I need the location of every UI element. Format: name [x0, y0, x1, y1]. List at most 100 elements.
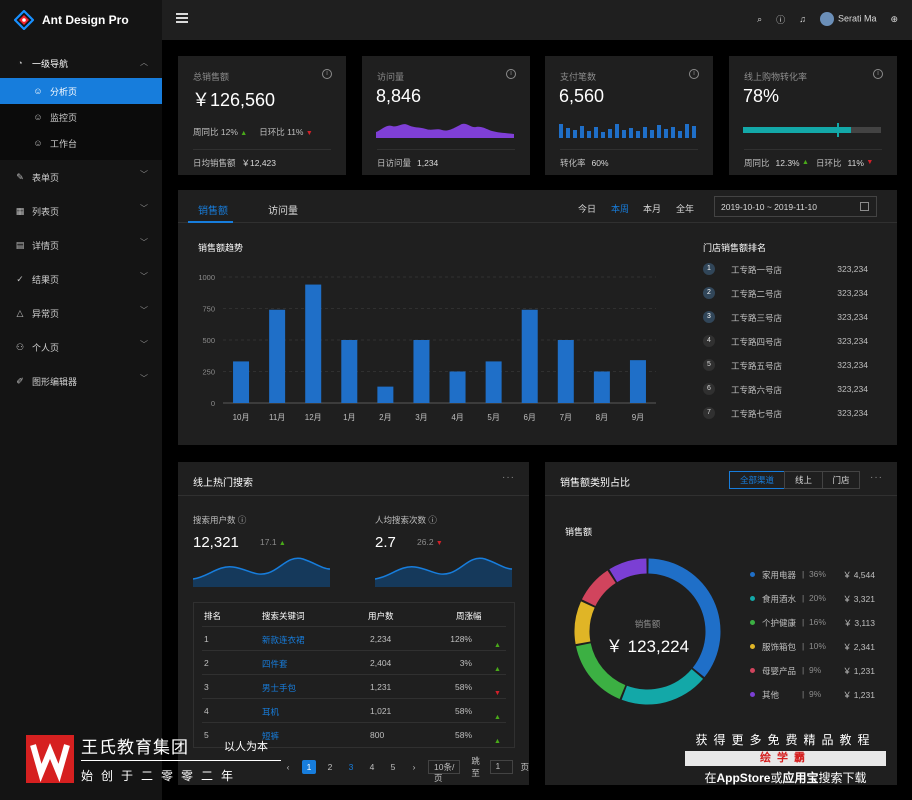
caret-up-icon: ▲ — [802, 159, 809, 166]
menu-item-analysis[interactable]: ☺ 分析页 — [0, 78, 162, 104]
prev-page-icon[interactable]: ‹ — [286, 762, 290, 772]
ellipsis-icon[interactable]: ··· — [502, 472, 515, 483]
segment-online[interactable]: 线上 — [784, 471, 823, 489]
table-row: 3 男士手包 1,231 58% ▼ — [202, 675, 506, 699]
search-icon[interactable]: ⌕ — [757, 13, 763, 24]
jump-label: 跳至 — [471, 756, 480, 778]
menu-item-account[interactable]: ⚇ 个人页 ﹀ — [0, 330, 162, 364]
bell-icon[interactable]: ♫ — [799, 14, 806, 24]
menu-item-monitor[interactable]: ☺ 监控页 — [0, 104, 162, 130]
donut-slice[interactable] — [574, 601, 595, 645]
page-3[interactable]: 3 — [348, 762, 354, 772]
logo[interactable]: Ant Design Pro — [0, 0, 162, 40]
x-tick-label: 7月 — [560, 413, 572, 422]
stat-footer: 日访问量 1,234 — [377, 149, 515, 175]
period-week[interactable]: 本周 — [611, 204, 630, 214]
tab-visits[interactable]: 访问量 — [268, 206, 298, 217]
donut-slice[interactable] — [621, 669, 704, 705]
period-today[interactable]: 今日 — [578, 204, 597, 214]
legend-item[interactable]: 食用酒水 | 20% ￥ 3,321 — [750, 592, 875, 606]
next-page-icon[interactable]: › — [412, 762, 416, 772]
keyword-link[interactable]: 男士手包 — [262, 683, 297, 693]
bar[interactable] — [413, 340, 430, 403]
donut-slice[interactable] — [576, 643, 626, 699]
jump-input[interactable]: 1 — [490, 760, 514, 774]
legend-item[interactable]: 个护健康 | 16% ￥ 3,113 — [750, 616, 875, 630]
avg-value: 2.7 — [375, 534, 396, 551]
period-year[interactable]: 全年 — [676, 204, 695, 214]
segment-store[interactable]: 门店 — [822, 471, 860, 489]
date-range-picker[interactable]: 2019-10-10 ~ 2019-11-10 — [714, 196, 877, 217]
global-icon[interactable]: ⊕ — [890, 13, 898, 24]
menu-item-label: 表单页 — [32, 172, 60, 183]
info-icon[interactable]: i — [873, 69, 883, 79]
search-card: 线上热门搜索 ··· 搜索用户数 ⓘ 12,321 17.1 ▲ 人均搜索次数 … — [178, 462, 529, 785]
info-icon[interactable]: i — [506, 69, 516, 79]
keyword-link[interactable]: 新款连衣裙 — [262, 635, 305, 645]
donut-slice[interactable] — [648, 558, 721, 678]
bar[interactable] — [557, 340, 574, 403]
store-sales: 323,234 — [837, 384, 868, 394]
page-size-select[interactable]: 10条/页 — [428, 760, 461, 783]
bar[interactable] — [629, 360, 646, 403]
segment-all-channels[interactable]: 全部渠道 — [729, 471, 785, 489]
stat-value: 78% — [743, 86, 780, 106]
page-4[interactable]: 4 — [369, 762, 375, 772]
period-month[interactable]: 本月 — [643, 204, 662, 214]
change-cell: 58% — [454, 706, 472, 716]
menu-item-profile[interactable]: ▤ 详情页 ﹀ — [0, 228, 162, 262]
page-1[interactable]: 1 — [302, 760, 316, 774]
keyword-link[interactable]: 耳机 — [262, 707, 280, 717]
legend-item[interactable]: 母婴产品 | 9% ￥ 1,231 — [750, 664, 875, 678]
menu-item-workplace[interactable]: ☺ 工作台 — [0, 130, 162, 156]
keyword-link[interactable]: 短裤 — [262, 731, 280, 741]
donut-slice[interactable] — [609, 558, 647, 583]
x-tick-label: 10月 — [233, 413, 250, 422]
tab-sales[interactable]: 销售额 — [198, 206, 228, 217]
rank-number: 4 — [703, 335, 715, 347]
donut-slice[interactable] — [581, 570, 616, 607]
info-icon[interactable]: i — [322, 69, 332, 79]
bar[interactable] — [593, 371, 610, 404]
ellipsis-icon[interactable]: ··· — [870, 472, 883, 483]
bar[interactable] — [269, 309, 286, 403]
stat-title: 支付笔数 — [560, 72, 597, 82]
menu-item-result[interactable]: ✓ 结果页 ﹀ — [0, 262, 162, 296]
caret-up-icon: ▲ — [494, 666, 501, 673]
y-tick-label: 1000 — [198, 273, 215, 282]
info-icon[interactable]: i — [689, 69, 699, 79]
keyword-link[interactable]: 四件套 — [262, 659, 288, 669]
user-name: Serati Ma — [837, 13, 877, 24]
menu-item-editor[interactable]: ✐ 图形编辑器 ﹀ — [0, 364, 162, 398]
page-2[interactable]: 2 — [327, 762, 333, 772]
menu-item-form[interactable]: ✎ 表单页 ﹀ — [0, 160, 162, 194]
bar[interactable] — [341, 340, 358, 403]
menu-group-level1[interactable]: ◔ 一级导航 ︿ — [0, 48, 162, 78]
menu-item-label: 图形编辑器 — [32, 376, 78, 387]
rank-cell: 3 — [204, 682, 209, 692]
page-5[interactable]: 5 — [390, 762, 396, 772]
donut-center-value: ￥ 123,224 — [605, 637, 690, 656]
rank-number: 1 — [703, 263, 715, 275]
menu-item-label: 详情页 — [32, 240, 60, 251]
menu-item-list[interactable]: ▦ 列表页 ﹀ — [0, 194, 162, 228]
bar[interactable] — [449, 371, 466, 404]
legend-item[interactable]: 其他 | 9% ￥ 1,231 — [750, 688, 875, 702]
legend-dot — [750, 644, 755, 649]
user-menu[interactable]: Serati Ma — [819, 12, 877, 26]
bar[interactable] — [377, 386, 394, 403]
legend-item[interactable]: 服饰箱包 | 10% ￥ 2,341 — [750, 640, 875, 654]
caret-down-icon: ▼ — [305, 130, 313, 137]
x-tick-label: 9月 — [632, 413, 644, 422]
ranking-row: 2 工专路二号店 323,234 — [703, 285, 868, 301]
bar[interactable] — [521, 309, 538, 403]
bar[interactable] — [233, 361, 250, 403]
bar[interactable] — [485, 361, 502, 403]
menu-item-exception[interactable]: △ 异常页 ﹀ — [0, 296, 162, 330]
menu-fold-icon[interactable] — [176, 13, 188, 25]
chevron-down-icon: ﹀ — [140, 204, 148, 213]
x-tick-label: 2月 — [379, 413, 391, 422]
legend-item[interactable]: 家用电器 | 36% ￥ 4,544 — [750, 568, 875, 582]
question-icon[interactable]: ⓘ — [776, 14, 786, 25]
bar[interactable] — [305, 284, 322, 403]
